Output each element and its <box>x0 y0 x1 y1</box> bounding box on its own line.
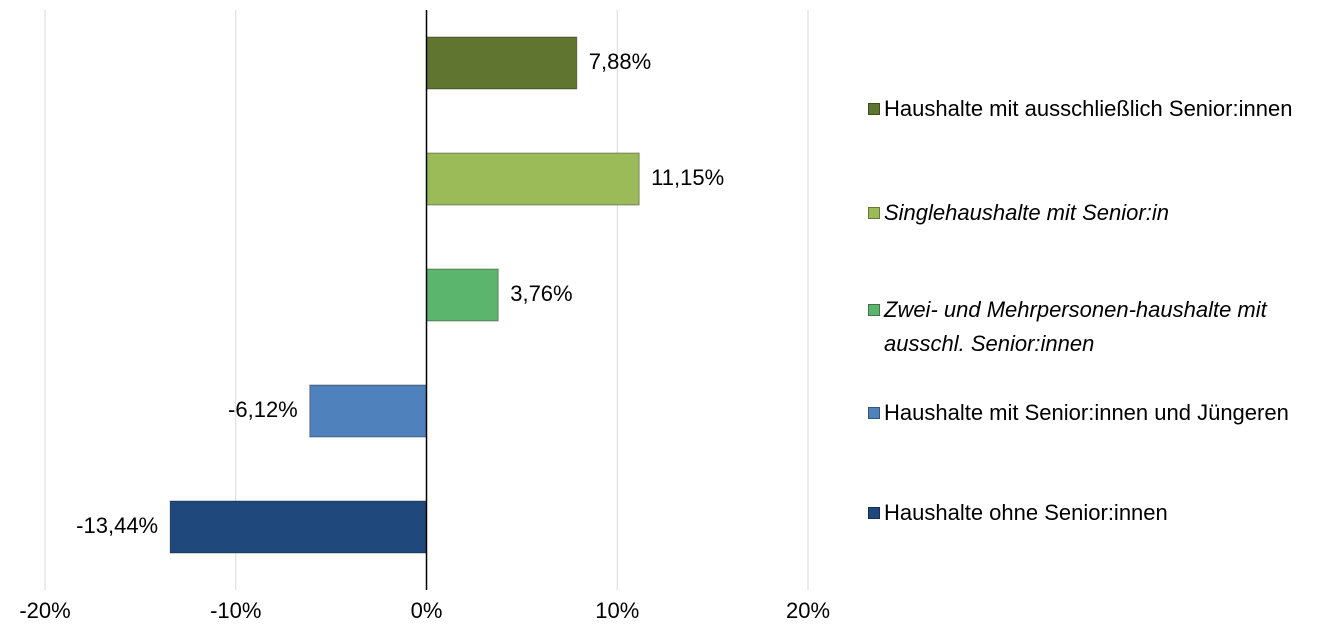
bar <box>309 384 427 438</box>
bar <box>426 36 578 90</box>
legend-swatch <box>868 103 880 115</box>
legend-swatch <box>868 507 880 519</box>
legend-swatch <box>868 407 880 419</box>
legend-label: Haushalte mit Senior:innen und Jüngeren <box>884 400 1289 425</box>
data-label: 11,15% <box>651 165 724 190</box>
x-tick-label: 0% <box>411 598 443 623</box>
legend-item: Haushalte mit Senior:innen und Jüngeren <box>868 396 1328 430</box>
bar <box>426 152 640 206</box>
legend-item: Singlehaushalte mit Senior:in <box>868 196 1328 230</box>
data-label: 3,76% <box>510 281 572 306</box>
x-tick-label: 10% <box>595 598 639 623</box>
legend-item: Haushalte mit ausschließlich Senior:inne… <box>868 92 1328 126</box>
bar <box>426 268 499 322</box>
legend-label: Haushalte ohne Senior:innen <box>884 500 1168 525</box>
legend-item: Haushalte ohne Senior:innen <box>868 496 1328 530</box>
legend-item: Zwei- und Mehrpersonen-haushalte mit aus… <box>868 293 1328 361</box>
bar <box>169 500 428 554</box>
legend-swatch <box>868 207 880 219</box>
legend-label: Haushalte mit ausschließlich Senior:inne… <box>884 96 1293 121</box>
x-tick-label: 20% <box>786 598 830 623</box>
legend-label: Singlehaushalte mit Senior:in <box>884 200 1169 225</box>
data-label: -6,12% <box>228 397 298 422</box>
x-tick-label: -20% <box>19 598 70 623</box>
data-label: 7,88% <box>589 49 651 74</box>
x-tick-label: -10% <box>210 598 261 623</box>
data-label: -13,44% <box>76 513 158 538</box>
legend-label: Zwei- und Mehrpersonen-haushalte mit aus… <box>884 297 1267 356</box>
legend-swatch <box>868 304 880 316</box>
